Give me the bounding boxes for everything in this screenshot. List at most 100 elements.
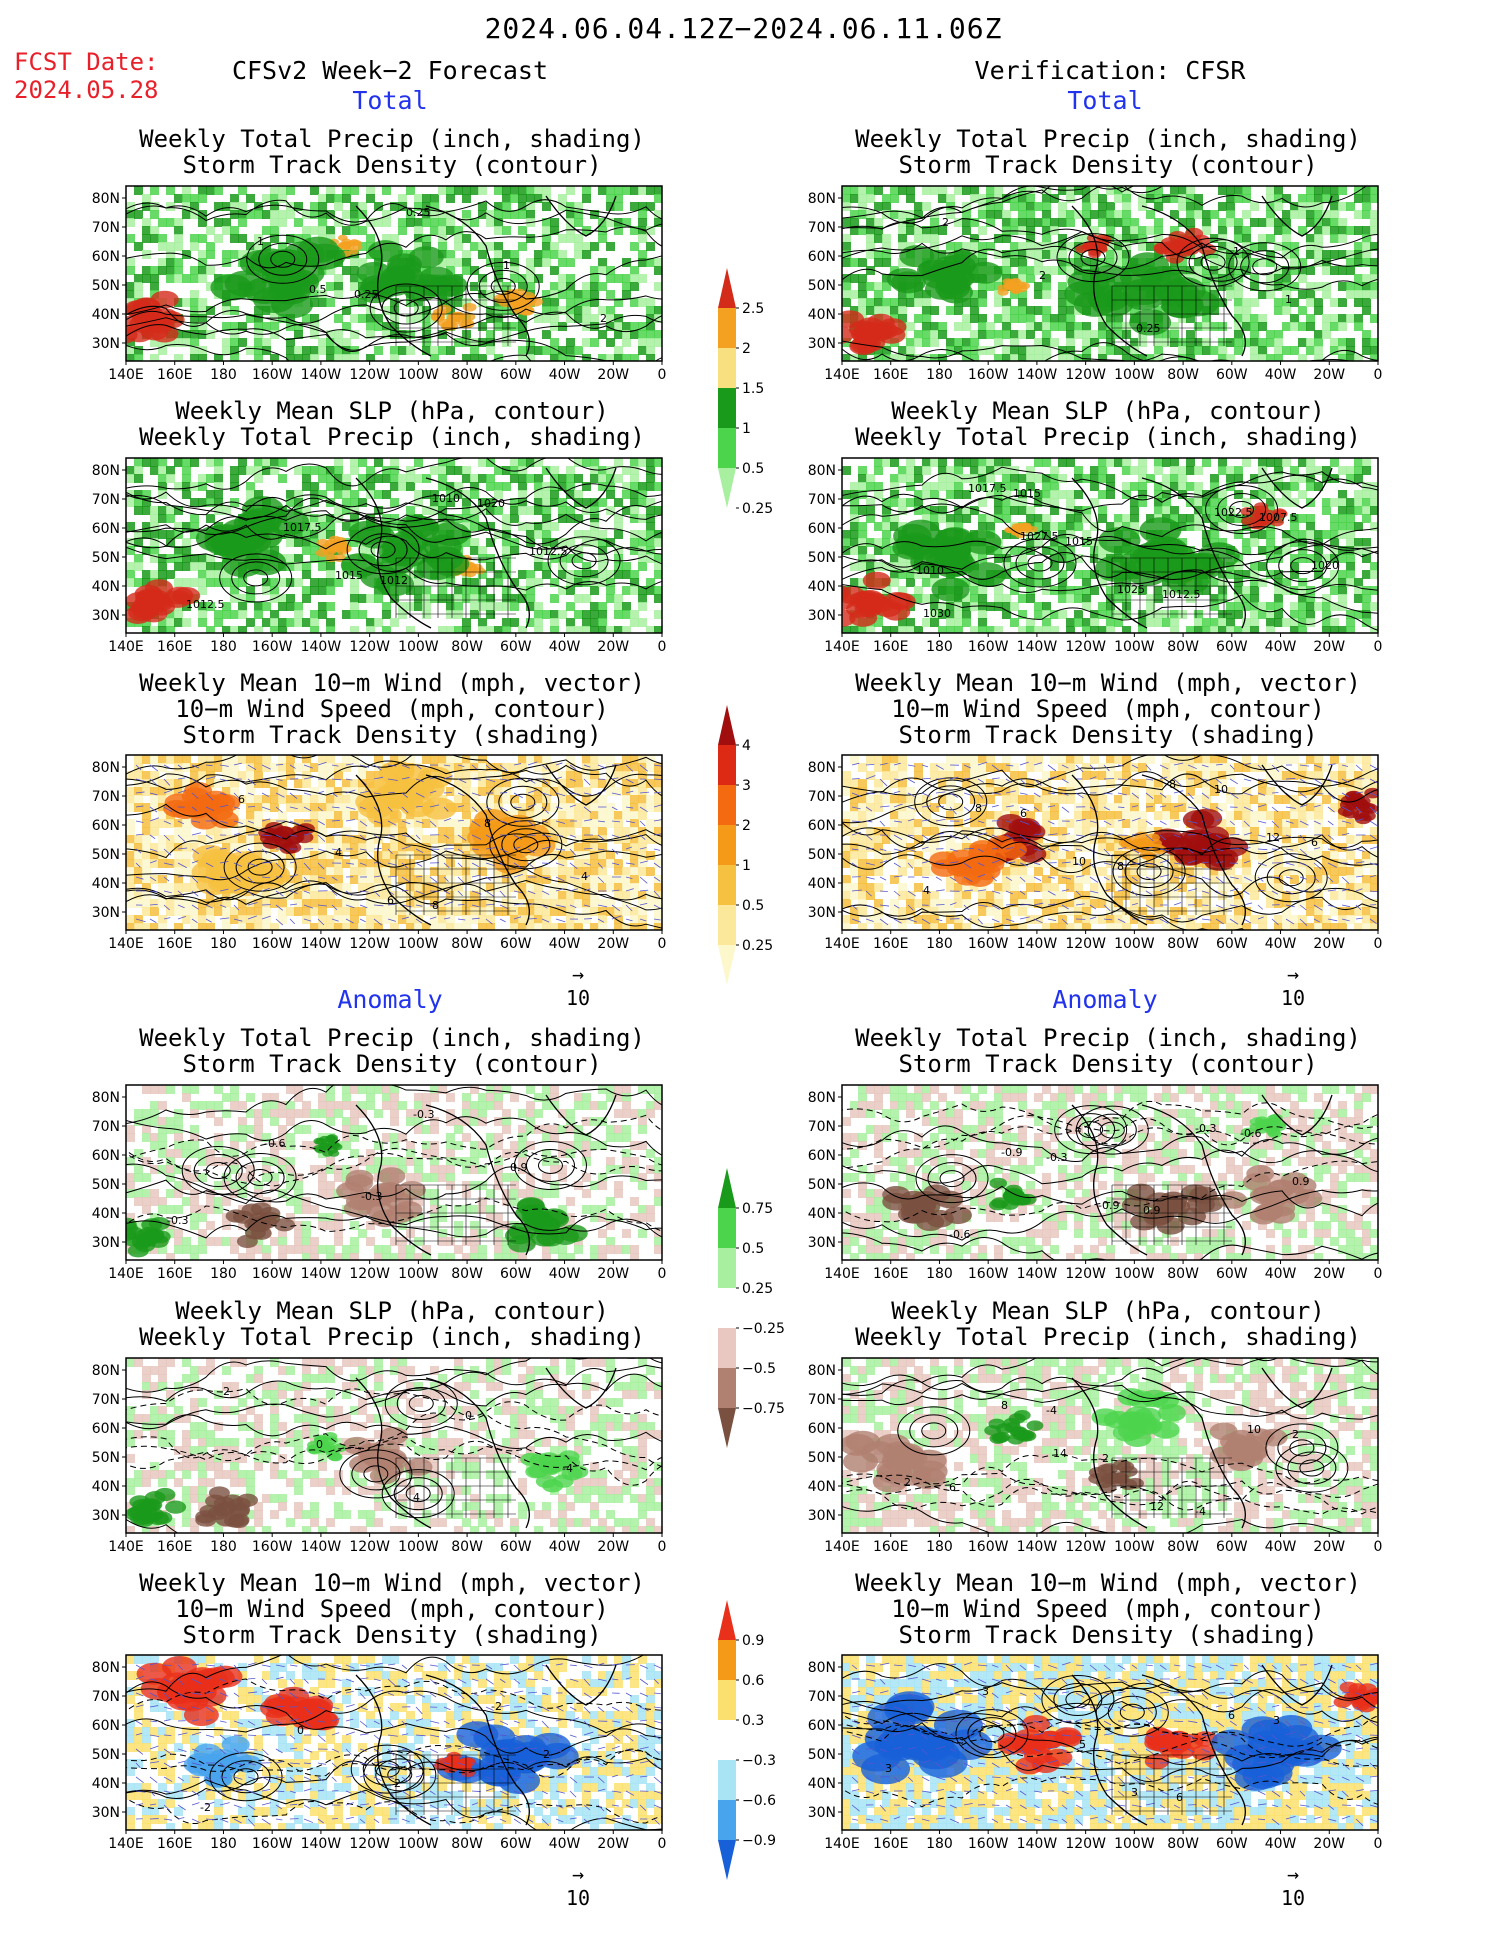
lon-tick-label: 140E bbox=[824, 1539, 860, 1555]
lat-tick-label: 70N bbox=[808, 789, 836, 805]
lon-tick-label: 60W bbox=[500, 1836, 532, 1852]
lon-tick-label: 40W bbox=[549, 936, 581, 952]
contour-label: -0.9 bbox=[1001, 1146, 1022, 1159]
contour-label: 3 bbox=[1273, 1714, 1280, 1727]
lon-tick-label: 0 bbox=[658, 1266, 667, 1282]
lat-tick-label: 40N bbox=[92, 1776, 120, 1792]
contour-label: 1017.5 bbox=[968, 482, 1007, 495]
contour-label: 1012.5 bbox=[1162, 588, 1201, 601]
colorbar-label: 2 bbox=[742, 341, 751, 357]
lat-tick-label: 70N bbox=[92, 1119, 120, 1135]
lat-tick-label: 60N bbox=[808, 818, 836, 834]
lon-tick-label: 100W bbox=[398, 639, 439, 655]
lon-tick-label: 100W bbox=[398, 1836, 439, 1852]
lat-tick-label: 70N bbox=[92, 1689, 120, 1705]
lat-tick-label: 50N bbox=[92, 1177, 120, 1193]
lat-tick-label: 70N bbox=[92, 492, 120, 508]
lon-tick-label: 160E bbox=[157, 639, 193, 655]
lat-tick-label: 40N bbox=[92, 876, 120, 892]
contour-label: -0.3 bbox=[1195, 1122, 1216, 1135]
lon-tick-label: 80W bbox=[1167, 639, 1199, 655]
lat-tick-label: 40N bbox=[808, 1206, 836, 1222]
lat-tick-label: 70N bbox=[92, 1392, 120, 1408]
fc-wind-anom-vector-ref: →10 bbox=[548, 1862, 608, 1910]
lon-tick-label: 60W bbox=[500, 936, 532, 952]
contour-label: 6 bbox=[949, 1481, 956, 1494]
vf-wind-anom-title: Weekly Mean 10−m Wind (mph, vector)10−m … bbox=[808, 1570, 1408, 1648]
colorbar-label: 2.5 bbox=[742, 301, 764, 317]
lon-tick-label: 40W bbox=[549, 1266, 581, 1282]
lon-tick-label: 100W bbox=[398, 367, 439, 383]
lat-tick-label: 60N bbox=[808, 521, 836, 537]
lon-tick-label: 160W bbox=[252, 936, 293, 952]
contour-label: 1030 bbox=[923, 607, 951, 620]
lon-tick-label: 60W bbox=[500, 1266, 532, 1282]
lon-tick-label: 160W bbox=[252, 367, 293, 383]
lon-tick-label: 160E bbox=[873, 367, 909, 383]
fc-slp-anom-title: Weekly Mean SLP (hPa, contour)Weekly Tot… bbox=[92, 1298, 692, 1350]
lon-tick-label: 80W bbox=[1167, 1836, 1199, 1852]
colorbar-label: 2 bbox=[742, 818, 751, 834]
lon-tick-label: 40W bbox=[549, 1539, 581, 1555]
lon-tick-label: 160E bbox=[157, 1836, 193, 1852]
lon-tick-label: 140E bbox=[108, 1836, 144, 1852]
lat-tick-label: 40N bbox=[92, 579, 120, 595]
contour-label: 2 bbox=[600, 312, 607, 325]
lat-tick-label: 60N bbox=[808, 1148, 836, 1164]
lon-tick-label: 180 bbox=[926, 367, 953, 383]
lon-tick-label: 180 bbox=[210, 1836, 237, 1852]
lon-tick-label: 20W bbox=[597, 367, 629, 383]
lat-tick-label: 30N bbox=[92, 1805, 120, 1821]
contour-label: 6 bbox=[1311, 836, 1318, 849]
lat-tick-label: 40N bbox=[808, 1479, 836, 1495]
contour-label: 6 bbox=[387, 894, 394, 907]
lon-tick-label: 120W bbox=[349, 1539, 390, 1555]
lon-tick-label: 40W bbox=[549, 1836, 581, 1852]
lat-tick-label: 50N bbox=[808, 550, 836, 566]
lat-tick-label: 80N bbox=[92, 1660, 120, 1676]
contour-label: 10 bbox=[1072, 855, 1086, 868]
fc-precip-total-title: Weekly Total Precip (inch, shading)Storm… bbox=[92, 126, 692, 178]
contour-label: 1 bbox=[257, 235, 264, 248]
lat-tick-label: 80N bbox=[92, 1090, 120, 1106]
lat-tick-label: 60N bbox=[808, 1718, 836, 1734]
lon-tick-label: 140E bbox=[108, 1266, 144, 1282]
left-heading: CFSv2 Week−2 Forecast bbox=[180, 56, 600, 85]
contour-label: -0.3 bbox=[361, 1190, 382, 1203]
lon-tick-label: 40W bbox=[1265, 639, 1297, 655]
vf-wind-total-vector-ref: →10 bbox=[1263, 962, 1323, 1010]
lat-tick-label: 60N bbox=[92, 521, 120, 537]
lon-tick-label: 100W bbox=[1114, 639, 1155, 655]
lon-tick-label: 0 bbox=[1374, 936, 1383, 952]
lon-tick-label: 140W bbox=[1017, 639, 1058, 655]
lon-tick-label: 40W bbox=[549, 367, 581, 383]
colorbar-label: 0.5 bbox=[742, 1241, 764, 1257]
contour-label: -0.3 bbox=[167, 1214, 188, 1227]
vf-slp-anom-title: Weekly Mean SLP (hPa, contour)Weekly Tot… bbox=[808, 1298, 1408, 1350]
lon-tick-label: 180 bbox=[210, 367, 237, 383]
lon-tick-label: 160E bbox=[157, 1539, 193, 1555]
lon-tick-label: 140W bbox=[301, 1539, 342, 1555]
lon-tick-label: 160W bbox=[968, 639, 1009, 655]
colorbar-label: 0.25 bbox=[742, 501, 773, 517]
lon-tick-label: 120W bbox=[349, 1266, 390, 1282]
contour-label: 1012 bbox=[380, 574, 408, 587]
contour-label: 1027.5 bbox=[1020, 530, 1059, 543]
colorbar-label: 0.5 bbox=[742, 461, 764, 477]
lat-tick-label: 30N bbox=[92, 336, 120, 352]
lon-tick-label: 80W bbox=[1167, 936, 1199, 952]
lat-tick-label: 70N bbox=[92, 220, 120, 236]
lat-tick-label: 70N bbox=[808, 1119, 836, 1135]
lon-tick-label: 40W bbox=[1265, 1836, 1297, 1852]
contour-label: 0 bbox=[316, 1438, 323, 1451]
lon-tick-label: 20W bbox=[1313, 1836, 1345, 1852]
right-total-label: Total bbox=[1005, 86, 1205, 115]
lon-tick-label: 20W bbox=[1313, 1266, 1345, 1282]
lat-tick-label: 40N bbox=[92, 307, 120, 323]
lon-tick-label: 120W bbox=[349, 1836, 390, 1852]
lon-tick-label: 80W bbox=[451, 1266, 483, 1282]
